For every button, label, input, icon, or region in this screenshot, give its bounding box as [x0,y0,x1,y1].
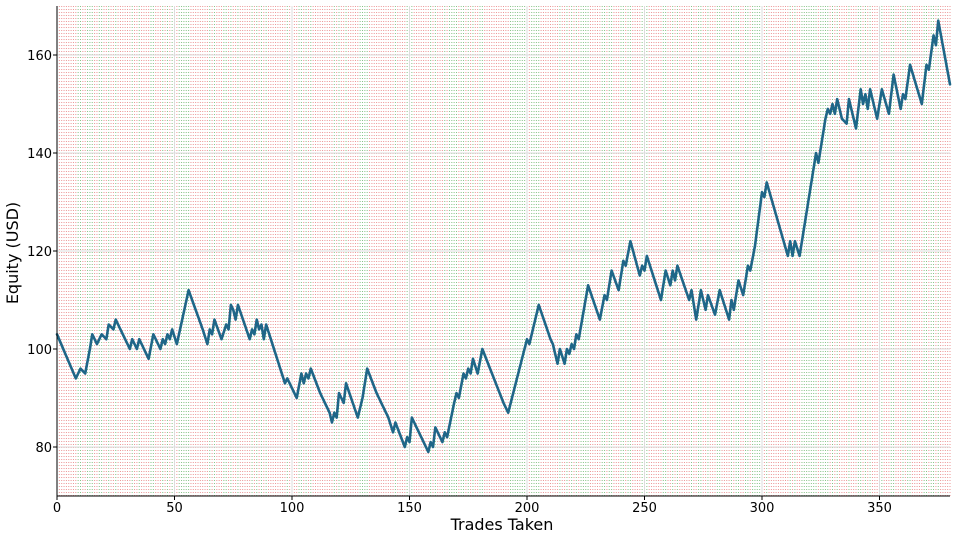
x-axis-label: Trades Taken [450,515,554,534]
x-tick-label: 100 [280,501,305,516]
y-tick-label: 120 [27,245,52,260]
x-tick-label: 250 [632,501,657,516]
y-axis-label: Equity (USD) [3,202,22,304]
x-tick-label: 350 [867,501,892,516]
x-tick-label: 300 [750,501,775,516]
y-tick-label: 160 [27,49,52,64]
x-tick-label: 200 [515,501,540,516]
y-tick-label: 100 [27,343,52,358]
tick-labels: 0 50 100 150 200 250 300 350 80 100 120 140 160 [27,49,892,516]
grid-lines [56,6,950,496]
equity-line [55,19,952,454]
y-tick-label: 140 [27,147,52,162]
trade-markers [58,6,951,496]
x-tick-label: 150 [397,501,422,516]
x-tick-label: 0 [53,501,61,516]
y-tick-label: 80 [35,441,52,456]
x-tick-label: 50 [166,501,183,516]
